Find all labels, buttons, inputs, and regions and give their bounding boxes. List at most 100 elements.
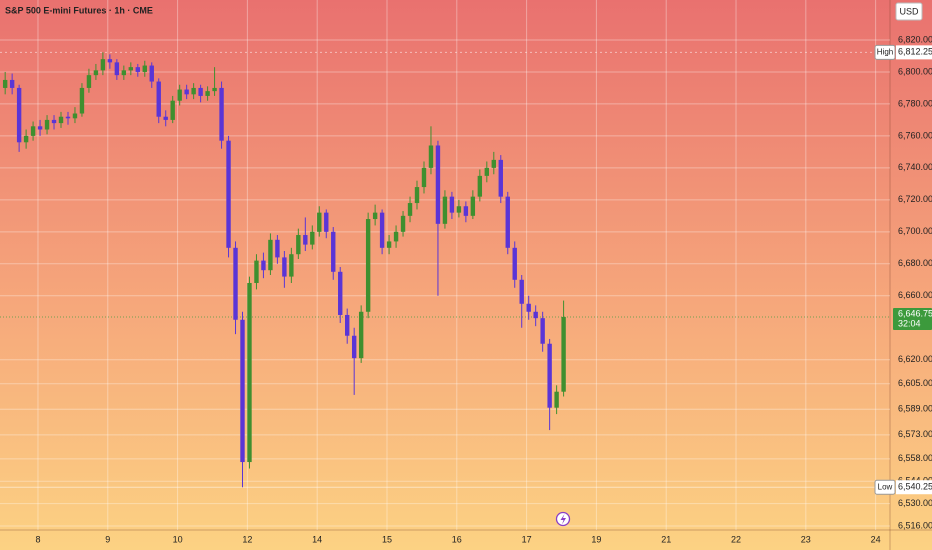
candle-body bbox=[170, 100, 175, 120]
candle-body bbox=[107, 59, 113, 63]
y-tick-label: 6,780.00 bbox=[898, 98, 932, 108]
candle-body bbox=[317, 212, 322, 232]
y-tick-label: 6,530.00 bbox=[898, 498, 932, 508]
candle-body bbox=[505, 196, 510, 248]
y-tick-label: 6,700.00 bbox=[898, 226, 932, 236]
candle-body bbox=[463, 206, 469, 216]
x-tick-label: 14 bbox=[312, 534, 322, 544]
last-price-box bbox=[893, 307, 932, 330]
x-tick-label: 16 bbox=[452, 534, 462, 544]
candle-body bbox=[79, 87, 85, 114]
candle-body bbox=[540, 318, 545, 344]
candle-body bbox=[16, 87, 22, 143]
candle-body bbox=[177, 89, 182, 101]
candle-body bbox=[268, 239, 273, 271]
candle-body bbox=[23, 135, 29, 143]
candles bbox=[2, 52, 566, 488]
candle-body bbox=[135, 67, 140, 72]
y-tick-label: 6,760.00 bbox=[898, 130, 932, 140]
countdown: 32:04 bbox=[898, 318, 921, 328]
candle-body bbox=[149, 65, 154, 82]
candle-body bbox=[205, 91, 210, 96]
y-tick-label: 6,620.00 bbox=[898, 354, 932, 364]
candle-body bbox=[303, 235, 308, 245]
candle-body bbox=[275, 239, 280, 258]
y-tick-label: 6,720.00 bbox=[898, 194, 932, 204]
candle-body bbox=[393, 231, 399, 242]
candle-body bbox=[128, 67, 134, 71]
x-tick-label: 17 bbox=[522, 534, 532, 544]
y-tick-label: 6,800.00 bbox=[898, 66, 932, 76]
candle-body bbox=[114, 62, 120, 76]
candle-body bbox=[247, 282, 252, 463]
marker-value: 6,540.25 bbox=[898, 482, 932, 492]
marker-name: Low bbox=[878, 482, 893, 491]
candle-body bbox=[156, 81, 161, 117]
x-tick-label: 23 bbox=[801, 534, 811, 544]
y-tick-label: 6,558.00 bbox=[898, 453, 932, 463]
candle-body bbox=[184, 89, 189, 95]
candle-body bbox=[9, 79, 15, 88]
candle-body bbox=[400, 215, 406, 232]
candle-body bbox=[261, 260, 266, 271]
candle-body bbox=[226, 140, 231, 248]
candle-body bbox=[561, 316, 566, 392]
candle-body bbox=[100, 59, 106, 71]
x-tick-label: 22 bbox=[731, 534, 741, 544]
x-tick-label: 15 bbox=[382, 534, 392, 544]
candle-body bbox=[198, 87, 203, 96]
candle-body bbox=[310, 231, 315, 245]
candle-body bbox=[554, 391, 559, 408]
currency-box[interactable] bbox=[895, 2, 923, 21]
candle-body bbox=[93, 70, 99, 76]
axes: 6,820.00 6,800.00 6,780.00 6,760.00 6,740.00… bbox=[35, 34, 932, 544]
candle-body bbox=[254, 260, 259, 283]
event-bolt[interactable] bbox=[560, 514, 567, 525]
candle-body bbox=[212, 87, 217, 92]
event-icon[interactable] bbox=[555, 511, 571, 527]
candle-body bbox=[386, 241, 392, 248]
candle-body bbox=[421, 167, 427, 188]
y-tick-label: 6,740.00 bbox=[898, 162, 932, 172]
x-tick-label: 19 bbox=[591, 534, 601, 544]
y-tick-label: 6,820.00 bbox=[898, 34, 932, 44]
x-tick-label: 12 bbox=[242, 534, 252, 544]
y-tick-label: 6,680.00 bbox=[898, 258, 932, 268]
candle-body bbox=[2, 79, 8, 88]
y-tick-label: 6,660.00 bbox=[898, 290, 932, 300]
candle-body bbox=[379, 212, 385, 248]
marker-name-box bbox=[874, 44, 896, 60]
candle-body bbox=[526, 303, 531, 312]
marker-value-box bbox=[896, 45, 932, 60]
candle-body bbox=[477, 175, 483, 197]
marker-value-box bbox=[896, 480, 932, 495]
x-tick-label: 21 bbox=[661, 534, 671, 544]
y-tick-label: 6,605.00 bbox=[898, 378, 932, 388]
candle-body bbox=[533, 311, 538, 319]
candle-body bbox=[435, 145, 441, 224]
candle-body bbox=[324, 212, 329, 232]
candle-body bbox=[296, 235, 301, 255]
candle-body bbox=[470, 196, 476, 216]
candle-body bbox=[37, 126, 43, 130]
marker-value: 6,812.25 bbox=[898, 47, 932, 57]
y-tick-label: 6,573.00 bbox=[898, 429, 932, 439]
x-tick-label: 8 bbox=[35, 534, 40, 544]
y-tick-label: 6,589.00 bbox=[898, 404, 932, 414]
candle-body bbox=[121, 70, 127, 76]
candle-body bbox=[484, 167, 490, 176]
chart-title: S&P 500 E-mini Futures · 1h · CME bbox=[5, 5, 153, 15]
candle-body bbox=[547, 343, 552, 408]
candle-body bbox=[240, 319, 245, 463]
candle-body bbox=[72, 113, 78, 119]
x-tick-label: 10 bbox=[173, 534, 183, 544]
candle-body bbox=[358, 311, 364, 359]
candle-body bbox=[331, 231, 336, 272]
marker-name: High bbox=[877, 47, 893, 56]
y-tick-label: 6,516.00 bbox=[898, 520, 932, 530]
currency[interactable]: USD bbox=[899, 6, 919, 16]
candle-body bbox=[491, 159, 496, 168]
candle-body bbox=[351, 335, 357, 359]
